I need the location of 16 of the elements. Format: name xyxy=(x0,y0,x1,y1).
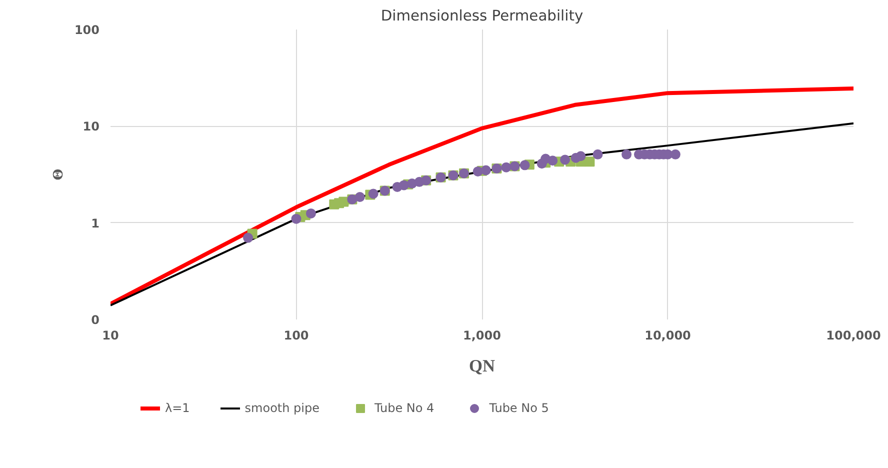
y-tick-label: 10 xyxy=(82,120,100,134)
x-tick-label: 10,000 xyxy=(644,328,691,342)
y-tick-label: 0 xyxy=(91,313,100,327)
x-tick-label: 10 xyxy=(102,328,119,342)
y-axis-title: Θ xyxy=(51,168,66,180)
legend-label: Tube No 5 xyxy=(489,401,549,415)
legend-label: λ=1 xyxy=(165,401,190,415)
y-tick-label: 100 xyxy=(74,23,100,37)
chart-title: Dimensionless Permeability xyxy=(380,8,584,24)
x-axis-title: QN xyxy=(469,356,496,376)
legend-label: Tube No 4 xyxy=(374,401,434,415)
x-tick-label: 100,000 xyxy=(826,328,881,342)
y-tick-label: 1 xyxy=(91,216,100,230)
x-tick-label: 100 xyxy=(284,328,309,342)
x-tick-label: 1,000 xyxy=(463,328,501,342)
legend-label: smooth pipe xyxy=(244,401,320,415)
